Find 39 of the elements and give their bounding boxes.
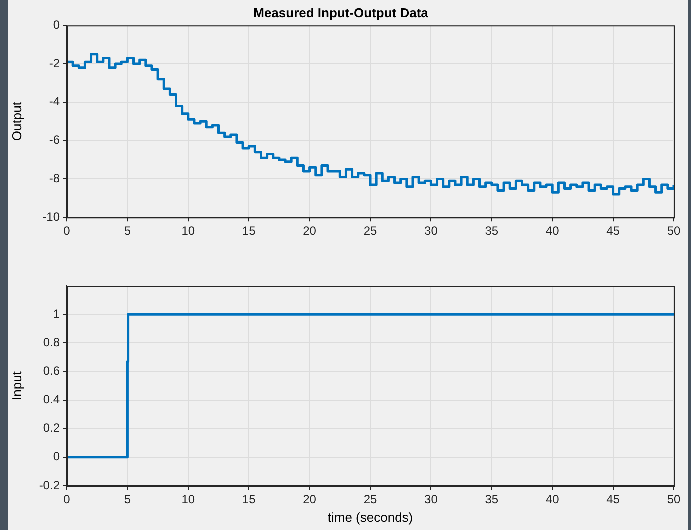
x-tick-label: 35 — [485, 492, 499, 507]
y-tick-label: 0 — [53, 18, 60, 32]
x-tick-label: 30 — [424, 224, 438, 238]
x-tick-label: 5 — [124, 224, 132, 238]
x-tick-label: 50 — [667, 224, 681, 238]
y-tick-label: 0.4 — [43, 392, 60, 407]
x-axis-title: time (seconds) — [328, 510, 414, 525]
x-tick-label: 15 — [242, 224, 256, 238]
x-tick-label: 0 — [64, 224, 71, 238]
x-tick-label: 20 — [303, 224, 317, 238]
x-tick-label: 20 — [303, 492, 317, 507]
y-tick-label: -4 — [49, 94, 60, 109]
x-tick-label: 0 — [64, 492, 71, 507]
y-tick-label: 1 — [53, 306, 60, 321]
y-tick-label: -8 — [49, 172, 60, 186]
x-tick-label: 40 — [546, 224, 560, 238]
x-tick-label: 45 — [606, 492, 620, 507]
x-tick-label: 25 — [364, 224, 378, 238]
y-tick-label: -6 — [49, 133, 60, 148]
chart-title: Measured Input-Output Data — [254, 5, 430, 20]
x-tick-label: 30 — [424, 492, 438, 507]
y-tick-label: 0.8 — [43, 335, 60, 350]
x-tick-label: 40 — [546, 492, 560, 507]
y-tick-label: -0.2 — [39, 478, 60, 492]
y-tick-label: -2 — [49, 56, 60, 70]
x-tick-label: 50 — [667, 492, 681, 507]
x-tick-label: 10 — [182, 224, 196, 238]
x-tick-label: 10 — [182, 492, 196, 507]
y-axis-title: Output — [9, 102, 24, 142]
y-axis-title: Input — [9, 371, 24, 400]
y-tick-label: 0.2 — [43, 421, 60, 436]
y-tick-label: 0.6 — [43, 364, 60, 378]
x-tick-label: 45 — [606, 224, 620, 238]
x-tick-label: 35 — [485, 224, 499, 238]
x-tick-label: 5 — [124, 492, 132, 507]
y-tick-label: -10 — [42, 210, 60, 224]
y-tick-label: 0 — [53, 450, 60, 464]
x-tick-label: 15 — [242, 492, 256, 507]
x-tick-label: 25 — [364, 492, 378, 507]
